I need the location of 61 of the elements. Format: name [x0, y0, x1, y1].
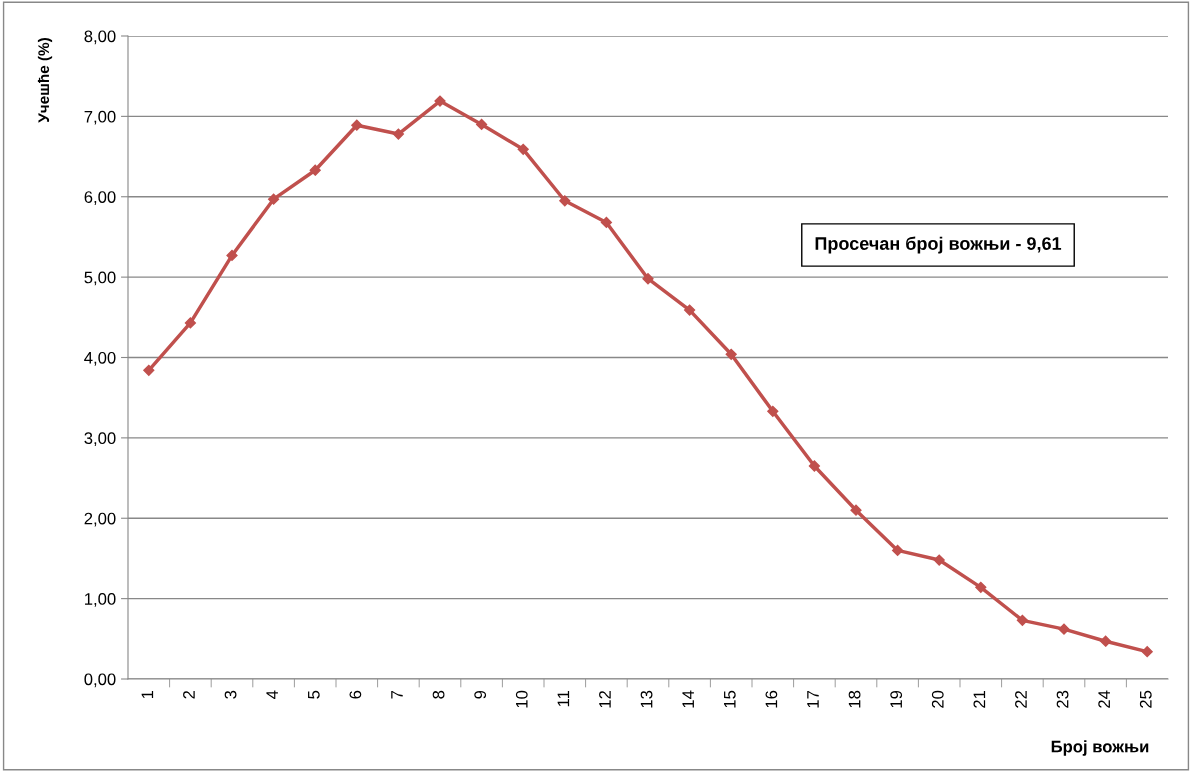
y-tick-label: 3,00 [84, 432, 116, 447]
x-tick-label: 6 [349, 690, 362, 699]
y-tick-label: 0,00 [84, 673, 116, 688]
y-tick-label: 8,00 [84, 30, 116, 45]
point [517, 143, 529, 155]
point [226, 249, 238, 262]
x-tick-label: 13 [640, 690, 653, 708]
point [1016, 614, 1029, 626]
x-tick-label: 5 [308, 690, 320, 699]
x-tick-label: 16 [765, 690, 778, 708]
point [725, 348, 737, 360]
point [351, 119, 363, 131]
x-tick-label: 18 [848, 690, 861, 708]
point [767, 405, 779, 417]
x-tick-label: 2 [183, 690, 195, 699]
x-tick-label: 9 [474, 690, 487, 699]
x-tick-label: 11 [557, 690, 570, 707]
point [933, 554, 945, 566]
x-tick-label: 15 [724, 690, 736, 708]
point [392, 128, 405, 140]
point [850, 504, 862, 516]
point [1099, 635, 1112, 647]
y-tick-label: 4,00 [84, 351, 116, 366]
point [600, 216, 613, 229]
y-tick-label: 5,00 [84, 271, 116, 286]
x-tick-label: 23 [1056, 690, 1069, 708]
point [683, 304, 696, 316]
point [1058, 623, 1070, 635]
x-tick-label: 7 [391, 690, 403, 699]
point [475, 118, 488, 131]
x-tick-label: 20 [931, 690, 944, 708]
x-tick-label: 4 [266, 690, 278, 699]
x-tick-label: 22 [1015, 690, 1027, 708]
point [808, 460, 821, 472]
point [267, 193, 280, 205]
y-tick-label: 7,00 [84, 110, 116, 125]
x-tick-label: 19 [890, 690, 903, 708]
point [309, 164, 321, 176]
x-tick-label: 21 [973, 690, 986, 708]
point [143, 364, 155, 376]
point [559, 195, 571, 207]
point [891, 544, 904, 557]
x-tick-label: 3 [224, 690, 237, 699]
annotation: Просечан број вожњи - 9,61 [815, 236, 1062, 254]
y-tick-label: 1,00 [85, 593, 116, 607]
x-tick-label: 24 [1098, 690, 1110, 708]
x-tick-label: 10 [515, 690, 528, 708]
y-axis-title: Учешће (%) [37, 38, 53, 123]
point [1141, 646, 1153, 658]
point [184, 317, 197, 329]
x-axis-title: Број вожњи [1051, 740, 1149, 756]
y-tick-label: 2,00 [84, 512, 116, 527]
x-tick-label: 17 [807, 690, 819, 708]
y-tick-label: 6,00 [84, 191, 116, 205]
x-tick-label: 12 [599, 690, 611, 708]
x-tick-label: 25 [1139, 690, 1152, 708]
x-tick-label: 14 [682, 690, 694, 708]
x-tick-label: 1 [141, 690, 154, 699]
x-tick-label: 8 [432, 690, 445, 699]
point [642, 273, 654, 285]
point [975, 581, 987, 593]
